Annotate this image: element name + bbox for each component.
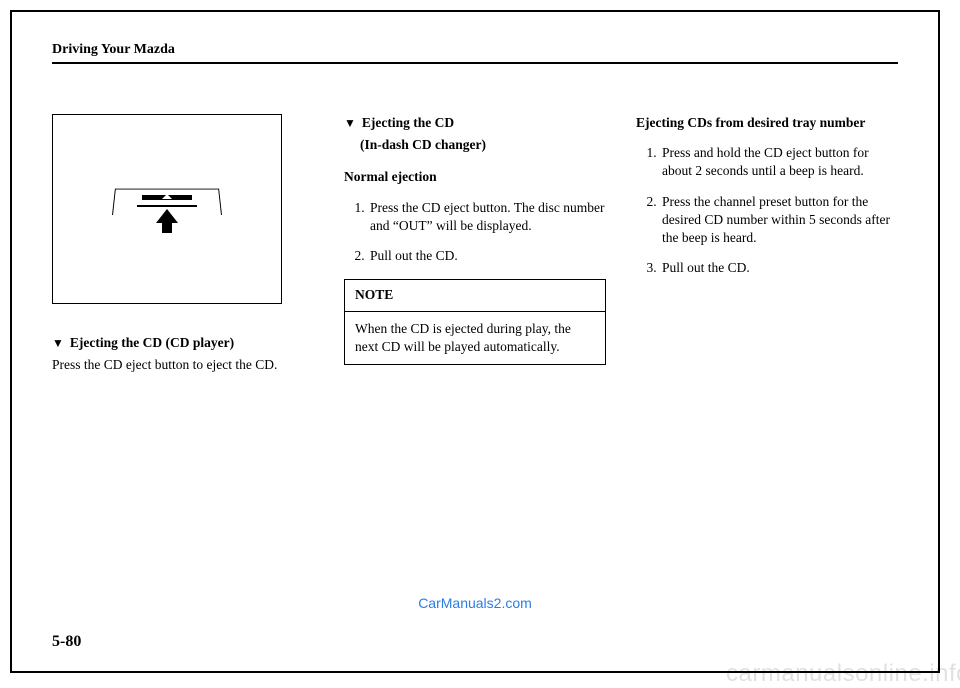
column-3: Ejecting CDs from desired tray number Pr… (636, 114, 898, 388)
triangle-icon: ▼ (52, 334, 64, 352)
triangle-icon: ▼ (344, 114, 356, 132)
manual-page: Driving Your Mazda ▼ Ejecting the CD (CD… (10, 10, 940, 673)
corner-watermark: carmanualsonline.info (726, 660, 960, 688)
content-columns: ▼ Ejecting the CD (CD player) Press the … (52, 114, 898, 388)
col1-heading: ▼ Ejecting the CD (CD player) (52, 334, 314, 352)
list-item: Press and hold the CD eject button for a… (660, 144, 898, 180)
list-item: Press the CD eject button. The disc numb… (368, 199, 606, 235)
page-number: 5-80 (52, 633, 81, 651)
list-item: Pull out the CD. (368, 247, 606, 265)
cd-slot-illustration (112, 185, 222, 233)
note-title: NOTE (345, 280, 605, 311)
col2-steps: Press the CD eject button. The disc numb… (344, 199, 606, 266)
note-box: NOTE When the CD is ejected during play,… (344, 279, 606, 365)
eject-diagram (52, 114, 282, 304)
col2-subheading: (In-dash CD changer) (360, 136, 606, 154)
note-body: When the CD is ejected during play, the … (355, 320, 595, 356)
col2-heading: ▼ Ejecting the CD (344, 114, 606, 132)
list-item: Pull out the CD. (660, 259, 898, 277)
column-1: ▼ Ejecting the CD (CD player) Press the … (52, 114, 314, 388)
col1-heading-text: Ejecting the CD (CD player) (70, 334, 234, 352)
normal-ejection-label: Normal ejection (344, 168, 606, 186)
col1-body: Press the CD eject button to eject the C… (52, 356, 314, 374)
list-item: Press the channel preset button for the … (660, 193, 898, 248)
page-header: Driving Your Mazda (52, 42, 898, 64)
column-2: ▼ Ejecting the CD (In-dash CD changer) N… (344, 114, 606, 388)
col3-steps: Press and hold the CD eject button for a… (636, 144, 898, 277)
col2-heading-text: Ejecting the CD (362, 114, 454, 132)
center-watermark: CarManuals2.com (418, 595, 532, 611)
col3-heading: Ejecting CDs from desired tray number (636, 114, 898, 132)
